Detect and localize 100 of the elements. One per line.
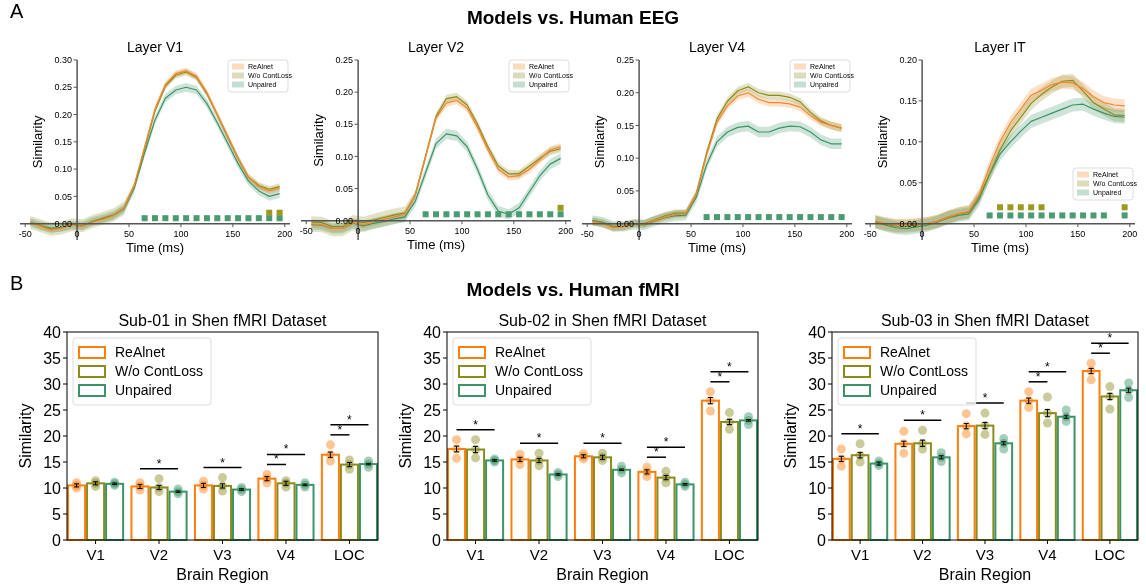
y-tick-label: 35 <box>423 349 442 367</box>
annotation: * <box>283 442 289 457</box>
y-tick-label: 0.25 <box>335 55 354 66</box>
legend-label: ReAlnet <box>115 344 165 361</box>
y-tick-label: 25 <box>43 401 62 419</box>
y-tick-label: 10 <box>423 479 442 497</box>
chart-title: Layer V2 <box>407 39 465 55</box>
y-tick-label: 30 <box>43 375 62 393</box>
x-tick-label: LOC <box>334 546 366 563</box>
legend-label: ReAlnet <box>495 344 545 361</box>
x-axis-title: Brain Region <box>938 566 1032 583</box>
y-tick-label: 10 <box>808 479 827 497</box>
y-tick-label: 0.15 <box>899 96 918 107</box>
y-tick-label: 20 <box>423 427 442 445</box>
legend-label: W/o ContLoss <box>495 363 583 380</box>
x-tick-label: 50 <box>686 228 697 239</box>
chart-title: Sub-02 in Shen fMRI Dataset <box>498 312 708 329</box>
x-tick-label: 200 <box>558 225 574 236</box>
x-tick-label: 100 <box>454 225 470 236</box>
x-tick-label: -50 <box>299 225 313 236</box>
x-tick-label: V1 <box>86 546 105 563</box>
y-tick-label: 0.20 <box>54 109 73 120</box>
x-tick-label: V3 <box>213 546 232 563</box>
x-tick-label: 200 <box>277 228 293 239</box>
annotation: * <box>663 435 669 450</box>
annotation: * <box>600 431 606 446</box>
y-axis-title: Similarity <box>30 114 46 169</box>
y-tick-label: 0.25 <box>616 55 635 66</box>
y-tick-label: 0 <box>817 531 827 549</box>
x-tick-label: V2 <box>913 546 932 563</box>
y-axis-title: Similarity <box>17 403 34 469</box>
annotation: * <box>1107 331 1113 346</box>
x-tick-label: 0 <box>355 225 361 236</box>
y-tick-label: 0.05 <box>616 186 635 197</box>
y-tick-label: 40 <box>43 323 62 341</box>
annotation: * <box>536 431 542 446</box>
y-tick-label: 0.15 <box>54 136 73 147</box>
x-tick-label: V2 <box>149 546 169 563</box>
y-tick-label: 0.00 <box>54 218 73 229</box>
y-tick-label: 30 <box>808 375 827 393</box>
x-tick-label: V4 <box>276 546 296 563</box>
text: B <box>10 272 24 294</box>
x-tick-label: 100 <box>735 228 751 239</box>
x-tick-label: 200 <box>1122 228 1138 239</box>
y-tick-label: 0.25 <box>54 82 73 93</box>
x-axis-title: Brain Region <box>556 566 649 583</box>
annotation: * <box>220 455 226 470</box>
x-axis-title: Time (ms) <box>687 239 747 255</box>
y-tick-label: 40 <box>423 323 442 341</box>
x-tick-label: 150 <box>1070 228 1086 239</box>
x-axis-title: Time (ms) <box>970 239 1030 255</box>
y-tick-label: 0.00 <box>335 215 354 226</box>
y-tick-label: 0.10 <box>899 136 918 147</box>
annotation: * <box>1045 359 1051 374</box>
x-tick-label: V3 <box>593 546 612 563</box>
y-tick-label: 5 <box>817 505 827 523</box>
y-tick-label: 5 <box>432 505 442 523</box>
annotation: * <box>982 391 988 406</box>
x-tick-label: 200 <box>839 228 855 239</box>
y-tick-label: 35 <box>43 349 62 367</box>
annotation: * <box>727 359 733 374</box>
y-tick-label: 0.15 <box>335 119 354 130</box>
annotation: * <box>156 456 162 471</box>
legend-label: W/o ContLoss <box>880 363 968 380</box>
x-tick-label: V2 <box>529 546 549 563</box>
x-tick-label: -50 <box>863 228 877 239</box>
x-tick-label: 150 <box>225 228 241 239</box>
y-tick-label: 0.15 <box>616 120 635 131</box>
x-axis-title: Time (ms) <box>125 239 185 255</box>
y-tick-label: 0.10 <box>54 164 73 175</box>
y-tick-label: 15 <box>43 453 62 471</box>
y-tick-label: 15 <box>808 453 827 471</box>
y-axis-title: Similarity <box>397 403 414 469</box>
y-tick-label: 0 <box>432 531 442 549</box>
x-tick-label: -50 <box>18 228 32 239</box>
x-tick-label: V4 <box>1038 546 1057 563</box>
x-axis-title: Brain Region <box>176 566 269 583</box>
x-tick-label: LOC <box>714 546 746 563</box>
y-tick-label: 0 <box>52 531 62 549</box>
legend-label: W/o ContLoss <box>115 363 203 380</box>
chart-title: Layer IT <box>974 39 1027 55</box>
y-tick-label: 0.05 <box>335 183 354 194</box>
y-tick-label: 30 <box>423 375 442 393</box>
x-tick-label: V1 <box>850 546 870 563</box>
annotation: * <box>857 421 863 436</box>
x-tick-label: 150 <box>787 228 803 239</box>
x-tick-label: LOC <box>1094 546 1126 563</box>
annotation: * <box>920 408 926 423</box>
y-tick-label: 15 <box>423 453 442 471</box>
x-tick-label: 0 <box>74 228 80 239</box>
x-tick-label: 150 <box>506 225 522 236</box>
y-tick-label: 0.00 <box>899 218 918 229</box>
y-tick-label: 0.20 <box>616 87 635 98</box>
y-tick-label: 40 <box>808 323 827 341</box>
x-tick-label: -50 <box>580 228 594 239</box>
y-tick-label: 35 <box>808 349 827 367</box>
y-tick-label: 0.20 <box>899 55 918 66</box>
legend-label: Unpaired <box>495 382 552 399</box>
y-tick-label: 25 <box>808 401 827 419</box>
y-tick-label: 20 <box>808 427 827 445</box>
